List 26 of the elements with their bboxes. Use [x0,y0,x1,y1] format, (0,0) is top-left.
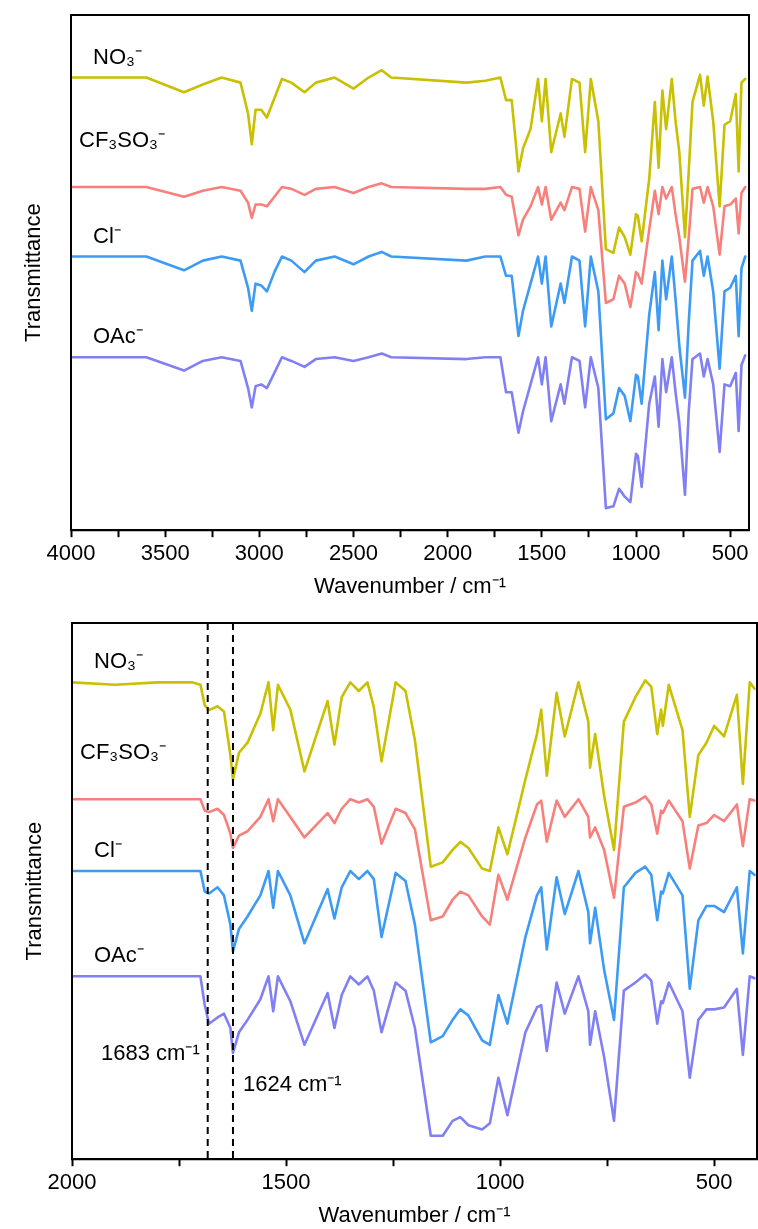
series-label: Cl⁻ [94,836,122,862]
x-tick-label: 500 [695,1169,733,1195]
series-label: OAc⁻ [93,323,143,349]
annotation: 1683 cm⁻¹ [101,1039,200,1065]
series-label: CF₃SO₃⁻ [80,739,167,765]
y-axis-title: Transmittance [20,203,46,342]
y-axis-title: Transmittance [21,821,47,961]
x-tick-label: 3500 [140,540,190,566]
x-tick-label: 2000 [423,540,473,566]
x-axis-title: Wavenumber / cm⁻¹ [318,1201,511,1227]
x-tick-label: 1000 [475,1169,525,1195]
x-tick-label: 1500 [517,540,567,566]
x-tick-label: 1000 [611,540,661,566]
x-tick-label: 4000 [46,540,96,566]
x-tick-label: 2500 [329,540,378,566]
series-label: NO₃⁻ [94,648,143,674]
series-label: NO₃⁻ [93,43,142,69]
x-tick-label: 500 [711,540,749,566]
x-tick-label: 3000 [234,540,284,566]
annotation: 1624 cm⁻¹ [242,1071,342,1097]
series-label: OAc⁻ [94,942,144,968]
x-tick-label: 2000 [47,1169,97,1195]
series-label: Cl⁻ [93,222,121,248]
x-tick-label: 1500 [261,1169,311,1195]
x-axis-title: Wavenumber / cm⁻¹ [313,572,507,598]
series-label: CF₃SO₃⁻ [79,127,166,153]
